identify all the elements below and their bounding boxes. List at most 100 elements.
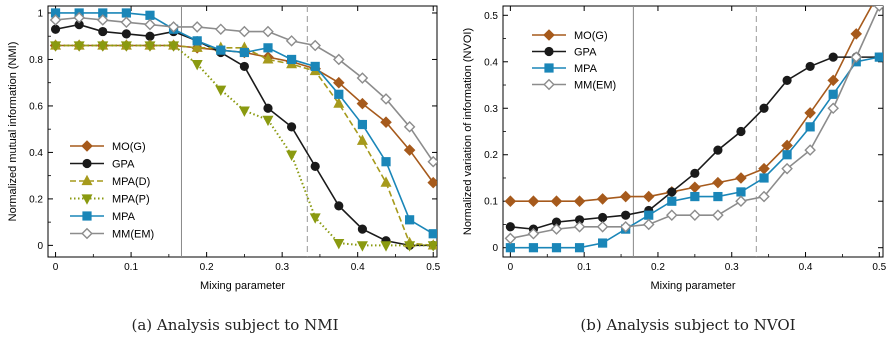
chart-panel-nvoi: 0 0.1 0.2 0.3 0.4 0.5 0 0.1 0.2 0.3 0.4 0.5 Mixing p…	[462, 5, 887, 334]
series-mm-em-point	[504, 232, 517, 245]
plot-frame	[47, 5, 438, 258]
y-axis-label: Normalized mutual information (NMI)	[7, 42, 19, 222]
series-mm-em-point	[380, 93, 392, 105]
series-mm-em-point	[689, 209, 701, 221]
series-mm-em-point	[573, 220, 586, 233]
series-gpa-point	[759, 103, 769, 113]
series-mm-em-point	[356, 72, 369, 84]
y-tick-label: 0.3	[484, 104, 498, 115]
legend-label: MO(G)	[112, 141, 146, 153]
series-gpa-point	[239, 61, 249, 72]
series-mm-em-point	[73, 11, 85, 24]
series-mpa-p-point	[238, 106, 250, 117]
series-gpa-point	[828, 52, 838, 62]
plot-area	[504, 6, 883, 253]
series-mpa-point	[828, 89, 838, 99]
series-gpa-point	[263, 103, 273, 113]
x-tick-label: 0.2	[651, 262, 665, 273]
legend-label: MO(G)	[574, 30, 608, 42]
x-tick-label: 0.5	[426, 262, 440, 273]
series-gpa-point	[286, 122, 297, 132]
legend-label: MPA	[574, 63, 598, 75]
y-tick-label: 0	[37, 241, 43, 252]
series-mpa-p-point	[191, 60, 203, 71]
y-tick-label: 0.6	[29, 101, 43, 112]
series-mm-em-point	[262, 25, 274, 38]
legend-swatch-marker	[81, 174, 93, 186]
series-mm-em-point	[619, 220, 632, 233]
legend-swatch-marker	[544, 46, 554, 57]
series-mo-g-point	[850, 28, 863, 40]
series-mpa-point	[736, 187, 746, 197]
series-mo-g-point	[642, 190, 655, 203]
series-mm-em-point	[403, 121, 416, 133]
series-mo-g-point	[712, 176, 724, 189]
x-tick-label: 0	[53, 262, 59, 273]
y-tick-label: 0.2	[29, 194, 43, 205]
series-mpa-p-point	[144, 41, 156, 52]
legend-item: MPA	[532, 63, 598, 75]
series-mm-em-point	[167, 21, 180, 33]
series-mpa-point	[713, 191, 723, 202]
legend-item: GPA	[70, 159, 135, 171]
series-mpa-p-point	[427, 241, 437, 252]
series-mo-g-point	[504, 195, 517, 208]
series-mm-em-point	[827, 102, 839, 115]
series-mpa-point	[598, 238, 608, 248]
series-gpa-point	[782, 75, 792, 85]
series-mpa-p-point	[262, 115, 274, 127]
series-mpa-p-point	[309, 213, 321, 224]
series-mpa-point	[216, 45, 226, 55]
legend-label: MM(EM)	[112, 229, 154, 241]
series-gpa-point	[334, 201, 344, 211]
series-mpa-p-point	[215, 85, 227, 96]
series-mm-em	[504, 6, 883, 245]
series-mo-g-point	[573, 195, 586, 208]
plot-area	[49, 8, 437, 252]
y-tick-label: 0.4	[484, 57, 498, 68]
legend-item: MPA(P)	[70, 194, 150, 206]
y-tick-label: 0.4	[29, 148, 43, 159]
series-mm-em-point	[120, 16, 133, 29]
series-mpa-p-point	[73, 41, 85, 52]
series-mpa-point	[310, 61, 320, 72]
series-mo-g-point	[827, 74, 839, 87]
x-axis-label: Mixing parameter	[651, 280, 736, 292]
series-mpa-point	[334, 89, 344, 99]
series-mpa-point	[782, 150, 792, 160]
series-mm-em-point	[427, 155, 437, 168]
legend-swatch-marker	[81, 227, 93, 240]
series-mpa-point	[286, 54, 297, 65]
legend-label: MM(EM)	[574, 80, 616, 92]
series-mm-em-point	[712, 209, 724, 221]
series-mpa-point	[805, 122, 815, 132]
y-tick-label: 0	[492, 243, 498, 254]
series-mm-em-line	[510, 6, 881, 240]
series-mpa-point	[574, 243, 585, 253]
series-mpa-point	[505, 243, 515, 253]
series-mpa-p-point	[380, 241, 392, 252]
series-mm-em-point	[285, 35, 298, 47]
figure-caption: (a) Analysis subject to NMI	[131, 316, 338, 334]
series-gpa-point	[805, 61, 815, 72]
series-mo-g-point	[689, 181, 701, 194]
series-mm-em-point	[781, 162, 793, 175]
series-mpa-d-point	[191, 41, 203, 52]
series-gpa-point	[50, 24, 61, 34]
series-mm-em-point	[214, 23, 227, 36]
series-gpa	[505, 52, 883, 234]
series-mpa-p-point	[168, 41, 180, 52]
series-mo-g-point	[804, 107, 816, 119]
series-mm-em-point	[642, 218, 655, 231]
figure-caption: (b) Analysis subject to NVOI	[580, 316, 795, 334]
series-mpa-p-point	[333, 238, 345, 250]
series-mpa-point	[381, 157, 391, 167]
series-gpa-line	[510, 56, 880, 230]
series-mpa-point	[145, 10, 155, 20]
series-gpa-point	[505, 222, 515, 232]
chart-panel-nmi: 0 0.1 0.2 0.3 0.4 0.5 0 0.2 0.4 0.6 0.8 1 Mixing par…	[7, 5, 441, 334]
legend-item: MPA(D)	[70, 174, 150, 188]
series-mpa-p	[50, 41, 437, 252]
x-tick-label: 0.1	[124, 262, 138, 273]
series-mpa-point	[759, 173, 769, 183]
